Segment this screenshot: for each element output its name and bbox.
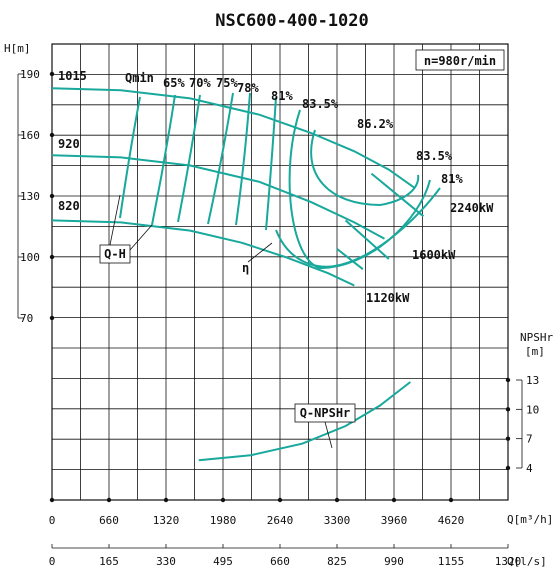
y-tick-label: 160 — [20, 129, 40, 142]
y2-ticks: 13 10 7 4 — [505, 374, 539, 475]
x-tick-label: 660 — [99, 514, 119, 527]
power-label-1120: 1120kW — [366, 291, 410, 305]
y2-tick-dot — [505, 407, 511, 412]
x-tick-label: 3960 — [381, 514, 408, 527]
x-tick-label: 2640 — [267, 514, 294, 527]
x2-tick-label: 0 — [49, 555, 56, 568]
y-tick-label: 190 — [20, 68, 40, 81]
x-tick-label: 3300 — [324, 514, 351, 527]
eff-label-81-right: 81% — [441, 172, 463, 186]
y2-tick-label: 4 — [526, 462, 533, 475]
x2-ticks: 0 165 330 495 660 825 990 1155 1320 — [49, 544, 522, 568]
y-tick-dot — [49, 193, 55, 199]
power-label-1600: 1600kW — [412, 248, 456, 262]
x-tick-dot — [334, 497, 340, 503]
qh-curve-820 — [51, 219, 355, 287]
eff-label-86-2: 86.2% — [357, 117, 394, 131]
y2-tick-label: 10 — [526, 403, 539, 416]
qh-leader-1 — [109, 194, 121, 246]
npsh-leader — [324, 421, 333, 449]
x2-tick-label: 990 — [384, 555, 404, 568]
x-tick-label: 1980 — [210, 514, 237, 527]
eff-label-81: 81% — [271, 89, 293, 103]
eff-line-75 — [207, 92, 234, 225]
x2-tick-label: 825 — [327, 555, 347, 568]
y2-axis-label-line2: [m] — [525, 345, 545, 358]
x2-tick-label: 330 — [156, 555, 176, 568]
x2-axis-label: Q[l/s] — [507, 555, 547, 568]
x2-tick-label: 660 — [270, 555, 290, 568]
eff-label-75: 75% — [216, 76, 238, 90]
eff-line-65 — [151, 94, 176, 226]
y2-tick-dot — [505, 465, 511, 471]
x2-tick-label: 495 — [213, 555, 233, 568]
x-tick-label: 1320 — [153, 514, 180, 527]
y2-axis-label-line1: NPSHr — [520, 331, 553, 344]
eff-label-83-5-right: 83.5% — [416, 149, 453, 163]
x-tick-dot — [49, 497, 55, 503]
y-tick-dot — [49, 132, 55, 138]
power-curve-2240kW — [370, 172, 425, 218]
x-axis-label: Q[m³/h] — [507, 513, 553, 526]
x2-tick-label: 1320 — [495, 555, 522, 568]
impeller-label-920: 920 — [58, 137, 80, 151]
power-curve-1120kW — [336, 248, 364, 270]
eff-line-70 — [177, 94, 201, 223]
eff-ring-86-2 — [310, 129, 420, 207]
y-tick-dot — [49, 254, 55, 260]
x2-tick-label: 1155 — [438, 555, 465, 568]
x-ticks: 0 660 1320 1980 2640 3300 3960 4620 — [49, 497, 465, 527]
y-axis-label: H[m] — [4, 42, 31, 55]
npsh-curve — [198, 381, 412, 462]
eff-line-qmin — [119, 96, 141, 219]
x-tick-dot — [277, 497, 283, 503]
x-tick-dot — [391, 497, 397, 503]
impeller-label-1015: 1015 — [58, 69, 87, 83]
y2-tick-dot — [505, 377, 511, 383]
x-tick-label: 4620 — [438, 514, 465, 527]
power-curve-1600kW — [344, 219, 390, 260]
chart-title: NSC600-400-1020 — [215, 11, 369, 31]
eff-label-83-5-top: 83.5% — [302, 97, 339, 111]
power-label-2240: 2240kW — [450, 201, 494, 215]
eta-leader — [247, 242, 273, 263]
eff-line-78 — [235, 92, 251, 226]
x-tick-label: 0 — [49, 514, 56, 527]
npsh-label: Q-NPSHr — [300, 406, 351, 420]
y2-tick-label: 13 — [526, 374, 539, 387]
eff-label-65: 65% — [163, 76, 185, 90]
eta-label: η — [242, 261, 249, 275]
y2-tick-dot — [505, 436, 511, 441]
qh-leader-2 — [129, 224, 153, 251]
eff-label-78: 78% — [237, 81, 259, 95]
eff-ring-83-5 — [288, 109, 431, 270]
grid — [51, 43, 509, 501]
qh-label: Q-H — [104, 247, 126, 261]
eff-label-70: 70% — [189, 76, 211, 90]
eff-line-81-left — [265, 96, 277, 231]
y-tick-dot — [49, 315, 55, 321]
y-tick-label: 70 — [20, 312, 33, 325]
qh-curve-920 — [51, 154, 385, 240]
curve-labels: Qmin 65% 70% 75% 78% 81% 83.5% 86.2% 83.… — [58, 69, 494, 449]
y-ticks: 190 160 130 100 70 — [17, 68, 55, 325]
speed-label-box — [415, 49, 505, 71]
curves — [51, 87, 441, 462]
x-tick-dot — [163, 497, 169, 503]
y-tick-label: 100 — [20, 251, 40, 264]
x-tick-dot — [448, 497, 454, 503]
qh-curve-1015 — [51, 87, 416, 189]
qh-label-box — [99, 244, 131, 264]
speed-label: n=980r/min — [424, 54, 496, 68]
x-tick-dot — [106, 497, 112, 503]
y-tick-dot — [49, 71, 55, 77]
impeller-label-820: 820 — [58, 199, 80, 213]
y-tick-label: 130 — [20, 190, 40, 203]
x2-tick-label: 165 — [99, 555, 119, 568]
eff-label-qmin: Qmin — [125, 71, 154, 85]
x-tick-dot — [220, 497, 226, 503]
y2-tick-label: 7 — [526, 433, 533, 446]
